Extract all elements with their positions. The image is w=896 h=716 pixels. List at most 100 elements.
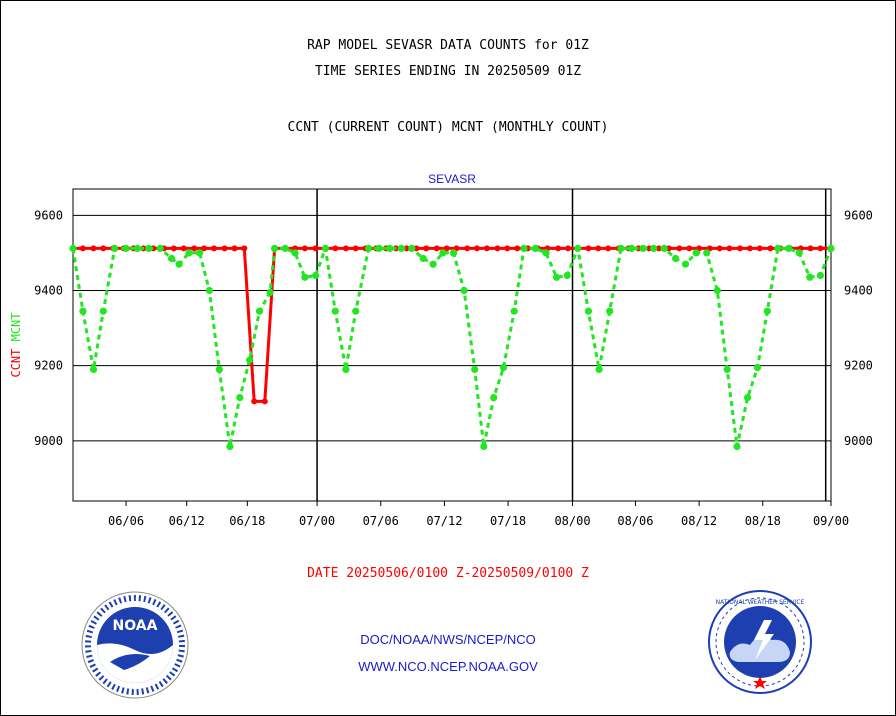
data-point-mcnt: [542, 249, 550, 257]
date-range-label: DATE 20250506/0100 Z-20250509/0100 Z: [307, 566, 589, 581]
data-point-mcnt: [236, 394, 244, 402]
data-point-mcnt: [408, 244, 416, 252]
data-point-mcnt: [574, 244, 582, 252]
data-point-mcnt: [744, 394, 752, 402]
data-point-mcnt: [312, 271, 320, 280]
chart-title-line3: CCNT (CURRENT COUNT) MCNT (MONTHLY COUNT…: [287, 120, 609, 135]
data-point-ccnt: [170, 245, 177, 252]
data-point-ccnt: [595, 245, 602, 252]
data-point-mcnt: [480, 442, 488, 451]
data-point-mcnt: [271, 244, 279, 252]
nws-logo-icon: NATIONAL WEATHER SERVICE: [708, 590, 812, 694]
x-tick-label: 08/00: [554, 514, 590, 528]
data-point-mcnt: [510, 307, 518, 315]
data-point-ccnt: [201, 245, 208, 252]
data-point-mcnt: [246, 356, 254, 364]
data-point-ccnt: [352, 245, 359, 252]
data-point-mcnt: [531, 244, 540, 252]
data-point-mcnt: [69, 244, 77, 252]
y-tick-label-left: 9600: [34, 208, 63, 222]
x-tick-label: 07/12: [426, 514, 462, 528]
data-point-mcnt: [291, 249, 299, 257]
data-point-mcnt: [816, 271, 825, 280]
data-point-mcnt: [785, 244, 793, 252]
data-point-mcnt: [111, 244, 119, 252]
chart-series-title: SEVASR: [428, 172, 476, 186]
data-point-mcnt: [266, 288, 274, 296]
data-point-ccnt: [807, 245, 814, 252]
data-point-mcnt: [449, 249, 458, 257]
y-tick-label-left: 9200: [34, 359, 63, 373]
data-point-ccnt: [191, 245, 198, 252]
data-point-ccnt: [261, 398, 268, 405]
data-point-mcnt: [133, 244, 141, 252]
data-point-ccnt: [767, 245, 774, 252]
data-point-ccnt: [676, 245, 683, 252]
data-point-mcnt: [386, 244, 394, 252]
data-point-mcnt: [375, 244, 383, 252]
data-point-ccnt: [301, 245, 308, 252]
data-point-ccnt: [716, 245, 723, 252]
data-point-mcnt: [471, 365, 479, 373]
data-point-ccnt: [221, 245, 228, 252]
data-point-ccnt: [443, 245, 450, 252]
chart-title-line2: TIME SERIES ENDING IN 20250509 01Z: [314, 64, 582, 79]
data-point-ccnt: [90, 245, 97, 252]
data-point-mcnt: [639, 244, 647, 252]
data-point-mcnt: [499, 364, 508, 372]
y-tick-label-right: 9600: [844, 208, 873, 222]
data-point-mcnt: [795, 249, 803, 257]
x-tick-label: 07/18: [490, 514, 526, 528]
data-point-mcnt: [352, 307, 360, 315]
x-tick-label: 07/06: [363, 514, 399, 528]
data-point-mcnt: [196, 249, 204, 257]
y-tick-label-right: 9400: [844, 283, 873, 297]
data-point-mcnt: [89, 365, 98, 373]
data-point-mcnt: [365, 244, 373, 252]
data-point-ccnt: [555, 245, 562, 252]
data-point-mcnt: [733, 442, 741, 451]
noaa-logo-icon: NOAA: [81, 591, 189, 699]
data-point-mcnt: [692, 249, 700, 257]
data-point-mcnt: [628, 244, 636, 252]
y-axis-label-mcnt: MCNT: [9, 312, 23, 341]
data-point-mcnt: [397, 244, 405, 252]
x-tick-label: 08/18: [745, 514, 781, 528]
data-point-mcnt: [156, 244, 164, 252]
data-point-ccnt: [483, 245, 490, 252]
data-point-ccnt: [494, 245, 501, 252]
x-tick-label: 06/12: [169, 514, 205, 528]
data-point-mcnt: [460, 286, 468, 295]
data-point-mcnt: [723, 365, 731, 373]
org-link[interactable]: DOC/NOAA/NWS/NCEP/NCO: [360, 632, 536, 647]
data-point-ccnt: [686, 245, 693, 252]
data-point-mcnt: [145, 244, 153, 252]
data-point-mcnt: [122, 244, 130, 252]
nws-logo-text: NATIONAL WEATHER SERVICE: [716, 599, 805, 606]
data-point-ccnt: [342, 245, 349, 252]
data-point-mcnt: [520, 244, 528, 252]
data-point-mcnt: [175, 260, 183, 268]
x-tick-label: 08/12: [681, 514, 717, 528]
data-point-mcnt: [681, 260, 690, 268]
plot-area: [72, 188, 832, 502]
website-link[interactable]: WWW.NCO.NCEP.NOAA.GOV: [358, 659, 538, 674]
data-point-mcnt: [703, 249, 711, 257]
data-point-mcnt: [753, 364, 762, 372]
data-point-mcnt: [660, 244, 668, 252]
x-tick-label: 09/00: [813, 514, 849, 528]
data-point-ccnt: [817, 245, 824, 252]
x-tick-label: 06/18: [229, 514, 265, 528]
data-point-ccnt: [565, 245, 571, 252]
y-tick-label-right: 9200: [844, 359, 873, 373]
y-axis-label: CCNT MCNT: [9, 312, 23, 377]
data-point-mcnt: [99, 307, 107, 315]
data-point-ccnt: [726, 245, 733, 252]
data-point-ccnt: [474, 245, 480, 252]
data-point-mcnt: [281, 244, 289, 252]
data-point-mcnt: [595, 365, 603, 373]
data-point-ccnt: [251, 398, 258, 405]
data-point-ccnt: [241, 245, 248, 252]
data-point-ccnt: [756, 245, 763, 252]
